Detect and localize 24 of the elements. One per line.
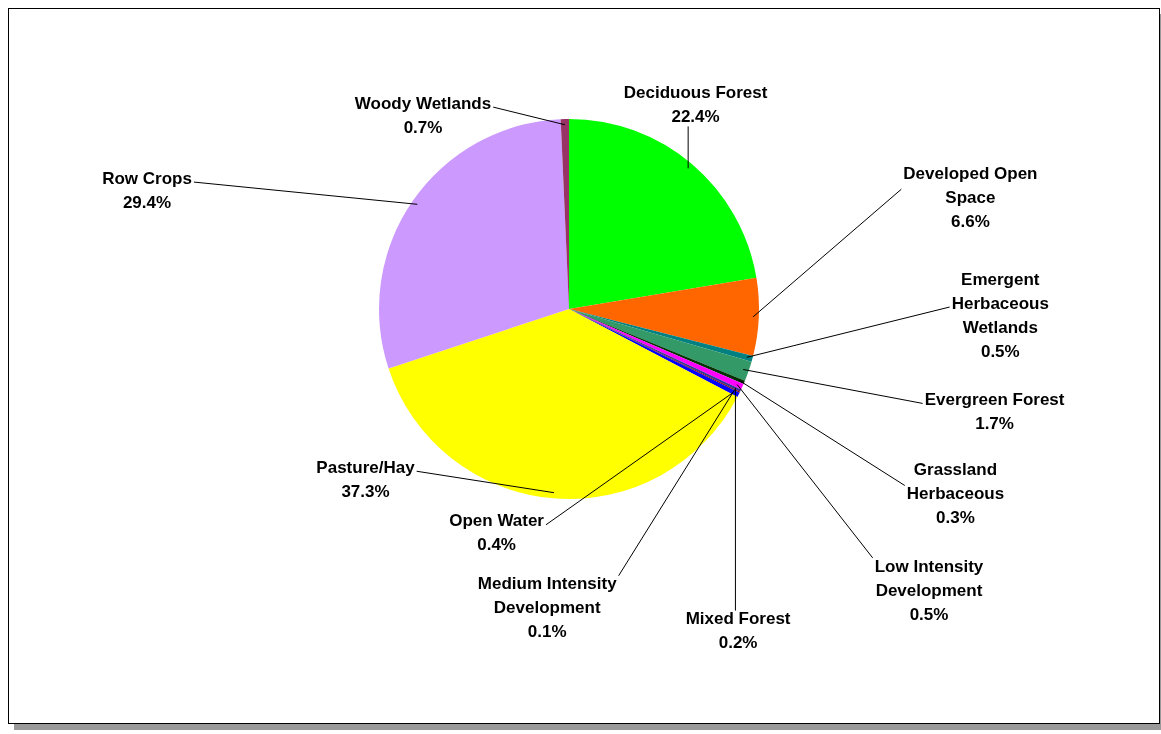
data-label: 37.3% <box>341 481 390 501</box>
slice-label: Deciduous Forest <box>623 83 768 103</box>
slice-label: Emergent Herbaceous Wetlands <box>951 269 1049 337</box>
slice-label: Low Intensity Development <box>874 556 984 600</box>
data-label: 0.5% <box>909 604 949 624</box>
slice-label: Pasture/Hay <box>316 457 416 477</box>
data-label: 0.5% <box>980 341 1020 361</box>
slice-label: Open Water <box>449 511 545 531</box>
slice-label: Grassland Herbaceous <box>906 460 1005 504</box>
data-label: 22.4% <box>671 107 720 127</box>
data-label: 6.6% <box>951 211 990 231</box>
slice-label: Medium Intensity Development <box>477 574 618 618</box>
data-label: 0.2% <box>718 633 758 653</box>
slice-label: Evergreen Forest <box>924 390 1065 410</box>
slice-label: Developed Open Space <box>903 163 1038 207</box>
slice-label: Row Crops <box>102 168 192 188</box>
data-label: 0.1% <box>527 622 567 642</box>
data-label: 0.3% <box>936 508 975 528</box>
data-label: 29.4% <box>122 192 172 212</box>
data-label: 0.7% <box>403 117 443 137</box>
data-label: 1.7% <box>975 414 1014 434</box>
data-label: 0.4% <box>477 535 516 555</box>
slice-label: Woody Wetlands <box>354 93 492 113</box>
slice-label: Mixed Forest <box>685 609 791 629</box>
